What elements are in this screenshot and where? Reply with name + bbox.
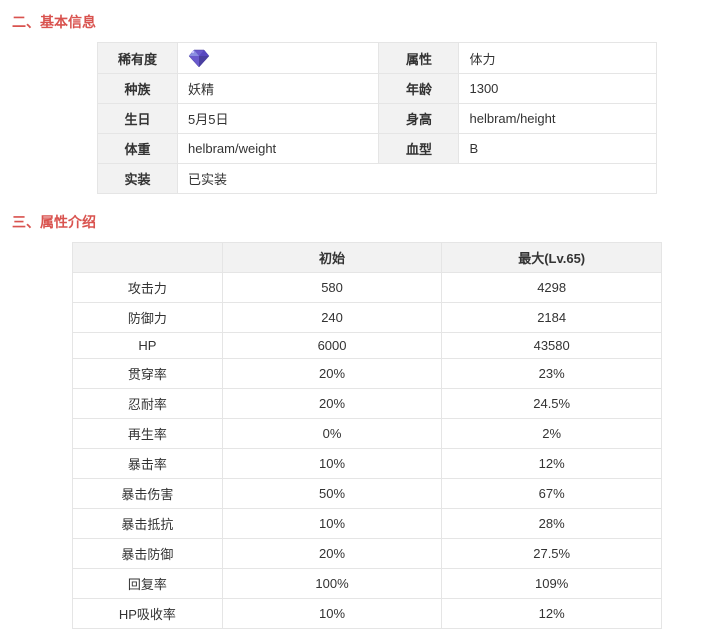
stat-max: 2184 [442,303,662,333]
stat-label: 回复率 [73,569,223,599]
table-row: 暴击率10%12% [73,449,662,479]
stat-label: 防御力 [73,303,223,333]
stat-initial: 0% [222,419,442,449]
label-race: 种族 [98,74,178,104]
col-header-max: 最大(Lv.65) [442,243,662,273]
stat-label: HP吸收率 [73,599,223,629]
stat-label: 暴击伤害 [73,479,223,509]
stats-section: 初始 最大(Lv.65) 攻击力5804298防御力2402184HP60004… [72,242,695,629]
stat-initial: 20% [222,539,442,569]
basic-info-section: 稀有度 属性 体力 种族 妖精 年龄 1300 [97,42,695,194]
stat-initial: 20% [222,359,442,389]
table-row: 攻击力5804298 [73,273,662,303]
table-row: HP600043580 [73,333,662,359]
stat-max: 27.5% [442,539,662,569]
stat-label: 暴击率 [73,449,223,479]
value-height: helbram/height [459,104,657,134]
rarity-gem-icon [188,48,368,68]
stat-initial: 240 [222,303,442,333]
label-birthday: 生日 [98,104,178,134]
heading-stats-intro: 三、属性介绍 [12,212,695,232]
stat-max: 23% [442,359,662,389]
value-age: 1300 [459,74,657,104]
label-weight: 体重 [98,134,178,164]
stat-initial: 10% [222,599,442,629]
table-row: 再生率0%2% [73,419,662,449]
stat-label: 忍耐率 [73,389,223,419]
stats-table: 初始 最大(Lv.65) 攻击力5804298防御力2402184HP60004… [72,242,662,629]
value-implemented: 已实装 [178,164,657,194]
table-row: 贯穿率20%23% [73,359,662,389]
stat-max: 24.5% [442,389,662,419]
stat-initial: 50% [222,479,442,509]
stat-label: 暴击抵抗 [73,509,223,539]
value-rarity [178,43,379,74]
stat-initial: 580 [222,273,442,303]
table-row: 忍耐率20%24.5% [73,389,662,419]
stat-max: 67% [442,479,662,509]
stat-label: 暴击防御 [73,539,223,569]
stat-label: 贯穿率 [73,359,223,389]
col-header-label [73,243,223,273]
value-birthday: 5月5日 [178,104,379,134]
stat-max: 109% [442,569,662,599]
heading-basic-info: 二、基本信息 [12,12,695,32]
stat-initial: 6000 [222,333,442,359]
stat-max: 43580 [442,333,662,359]
basic-info-table: 稀有度 属性 体力 种族 妖精 年龄 1300 [97,42,657,194]
table-row: 回复率100%109% [73,569,662,599]
col-header-initial: 初始 [222,243,442,273]
stat-max: 28% [442,509,662,539]
table-row: HP吸收率10%12% [73,599,662,629]
value-blood: B [459,134,657,164]
stat-initial: 100% [222,569,442,599]
stat-initial: 10% [222,509,442,539]
stat-label: 再生率 [73,419,223,449]
stat-initial: 20% [222,389,442,419]
label-attribute: 属性 [379,43,459,74]
stat-initial: 10% [222,449,442,479]
label-blood: 血型 [379,134,459,164]
table-row: 暴击抵抗10%28% [73,509,662,539]
stat-label: 攻击力 [73,273,223,303]
stat-max: 12% [442,599,662,629]
value-attribute: 体力 [459,43,657,74]
label-implemented: 实装 [98,164,178,194]
stat-max: 12% [442,449,662,479]
label-height: 身高 [379,104,459,134]
stat-max: 2% [442,419,662,449]
table-row: 暴击伤害50%67% [73,479,662,509]
stat-label: HP [73,333,223,359]
label-rarity: 稀有度 [98,43,178,74]
table-row: 防御力2402184 [73,303,662,333]
stat-max: 4298 [442,273,662,303]
table-row: 暴击防御20%27.5% [73,539,662,569]
value-race: 妖精 [178,74,379,104]
label-age: 年龄 [379,74,459,104]
value-weight: helbram/weight [178,134,379,164]
stats-header-row: 初始 最大(Lv.65) [73,243,662,273]
